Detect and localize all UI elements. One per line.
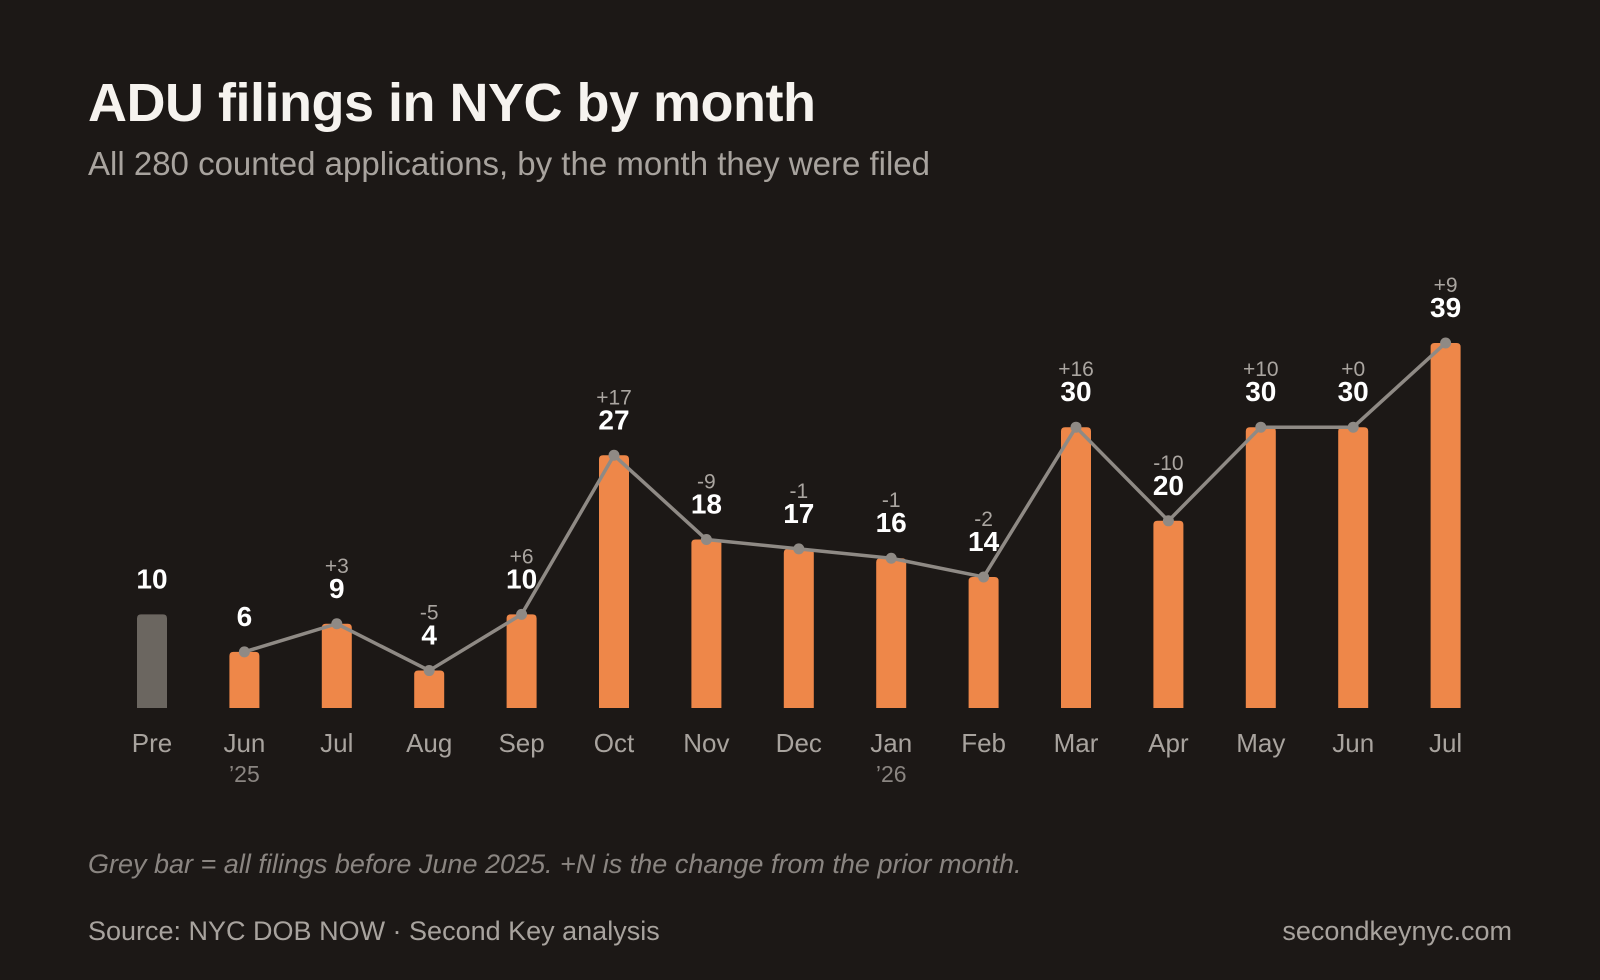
delta-label: -10: [1153, 452, 1183, 475]
value-label: 30: [1245, 376, 1276, 407]
value-label: 27: [598, 404, 629, 435]
bar-sep-4: [506, 614, 537, 708]
bar-aug-3: [414, 670, 445, 708]
x-tick-label: Jun: [223, 728, 265, 758]
trend-point: [331, 618, 343, 630]
trend-point: [423, 665, 435, 677]
chart-subtitle: All 280 counted applications, by the mon…: [88, 145, 931, 182]
x-tick-label: Apr: [1148, 728, 1189, 758]
x-tick-label: Feb: [961, 728, 1006, 758]
value-label: 30: [1060, 376, 1091, 407]
trend-point: [1440, 337, 1452, 349]
trend-point: [793, 543, 805, 555]
x-tick-label: Jan: [870, 728, 912, 758]
bar-may-12: [1245, 427, 1276, 708]
delta-label: +6: [510, 545, 534, 568]
bar-nov-6: [691, 539, 722, 708]
value-label: 10: [136, 563, 167, 594]
bars-layer: [137, 342, 1461, 708]
trend-point: [978, 571, 990, 583]
x-year-label: ’25: [229, 761, 260, 787]
trend-point: [238, 646, 250, 658]
source-credit: Source: NYC DOB NOW · Second Key analysi…: [88, 916, 660, 946]
delta-label: +17: [596, 386, 632, 409]
value-label: 10: [506, 563, 537, 594]
bar-dec-7: [783, 548, 814, 708]
value-label: 17: [783, 498, 814, 529]
trend-point: [516, 608, 528, 620]
bar-jul-14: [1430, 342, 1461, 708]
trend-line-layer: [238, 337, 1452, 677]
value-label: 6: [237, 601, 253, 632]
value-label: 39: [1430, 292, 1461, 323]
pre-bar: [137, 614, 167, 708]
delta-label: +9: [1434, 274, 1458, 297]
x-tick-label: Jun: [1332, 728, 1374, 758]
trend-point: [608, 449, 620, 461]
x-tick-label: Pre: [132, 728, 172, 758]
x-tick-label: Jul: [1429, 728, 1462, 758]
delta-label: -2: [974, 508, 993, 531]
x-tick-label: Dec: [776, 728, 822, 758]
x-tick-label: Aug: [406, 728, 452, 758]
delta-label: -5: [420, 602, 439, 625]
value-label: 14: [968, 526, 1000, 557]
trend-point: [700, 534, 712, 546]
value-label: 30: [1338, 376, 1369, 407]
chart-footnote: Grey bar = all filings before June 2025.…: [88, 849, 1022, 879]
x-tick-label: Nov: [683, 728, 729, 758]
site-link[interactable]: secondkeynyc.com: [1282, 916, 1512, 946]
bar-oct-5: [599, 455, 629, 708]
x-tick-label: Oct: [594, 728, 635, 758]
value-label: 16: [876, 507, 907, 538]
delta-label: -9: [697, 471, 716, 494]
trend-point: [885, 552, 897, 564]
bar-jun-1: [229, 651, 260, 708]
delta-label: -1: [882, 489, 901, 512]
delta-label: +0: [1341, 358, 1365, 381]
bar-mar-10: [1061, 427, 1091, 708]
x-tick-label: Mar: [1054, 728, 1099, 758]
chart-title: ADU filings in NYC by month: [88, 73, 816, 133]
bar-feb-9: [968, 576, 999, 708]
delta-label: -1: [789, 480, 808, 503]
labels-layer: 10Pre6Jun’259+3Jul4-5Aug10+6Sep27+17Oct1…: [132, 274, 1462, 787]
x-year-label: ’26: [876, 761, 907, 787]
x-tick-label: Jul: [320, 728, 353, 758]
trend-line: [242, 341, 1448, 673]
value-label: 4: [421, 620, 437, 651]
x-tick-label: Sep: [498, 728, 544, 758]
delta-label: +10: [1243, 358, 1279, 381]
delta-label: +3: [325, 555, 349, 578]
trend-point: [1347, 421, 1359, 433]
trend-point: [1162, 515, 1174, 527]
bar-jun-13: [1338, 427, 1369, 708]
x-tick-label: May: [1236, 728, 1285, 758]
bar-jul-2: [321, 623, 352, 708]
value-label: 20: [1153, 470, 1184, 501]
delta-label: +16: [1058, 358, 1094, 381]
bar-apr-11: [1153, 520, 1184, 708]
bar-jan-8: [876, 558, 907, 708]
value-label: 18: [691, 489, 722, 520]
trend-point: [1070, 421, 1082, 433]
trend-point: [1255, 421, 1267, 433]
value-label: 9: [329, 573, 345, 604]
